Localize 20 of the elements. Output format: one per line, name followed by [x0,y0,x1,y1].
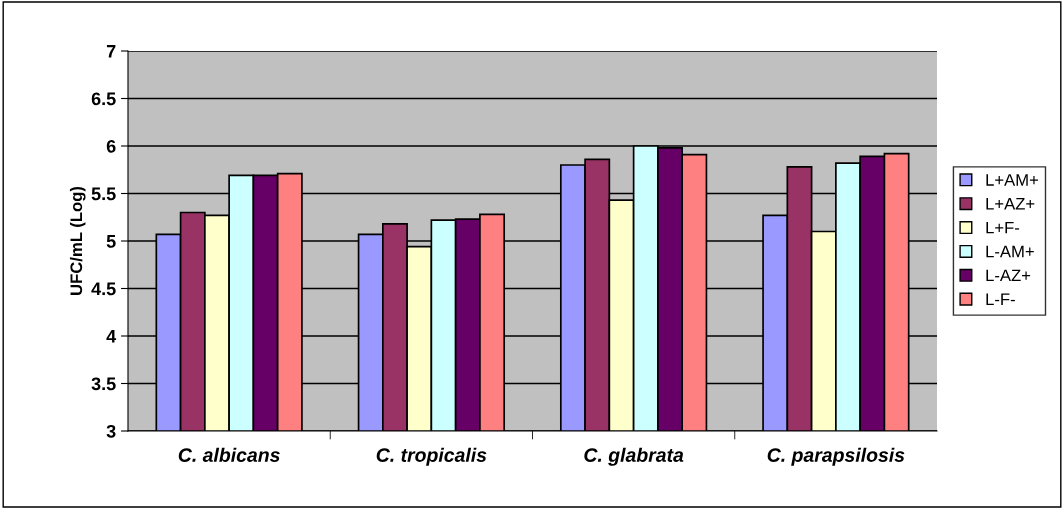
x-tick-label: C. albicans [178,447,280,462]
y-tick-label: 4 [106,330,117,343]
y-tick-label: 5.5 [91,187,116,201]
legend-label: L-AZ+ [986,269,1031,282]
y-axis-title: UFC/mL (Log) [69,186,86,295]
legend-label: L-AM+ [986,245,1034,258]
y-tick-label: 6 [106,139,116,153]
legend-label: L+AZ+ [986,198,1035,210]
y-tick-label: 3.5 [91,377,116,391]
y-tick-label: 7 [106,45,116,58]
x-tick-label: C. tropicalis [376,447,487,466]
x-tick-label: C. parapsilosis [767,447,905,466]
x-tick-label: C. glabrata [584,447,684,466]
y-tick-label: 6.5 [91,92,116,106]
legend-label: L+AM+ [986,174,1038,186]
y-tick-label: 4.5 [91,282,116,296]
y-tick-label: 3 [106,424,116,438]
y-tick-label: 5 [106,235,116,248]
legend-label: L+F- [986,221,1020,234]
legend-label: L-F- [986,293,1015,305]
